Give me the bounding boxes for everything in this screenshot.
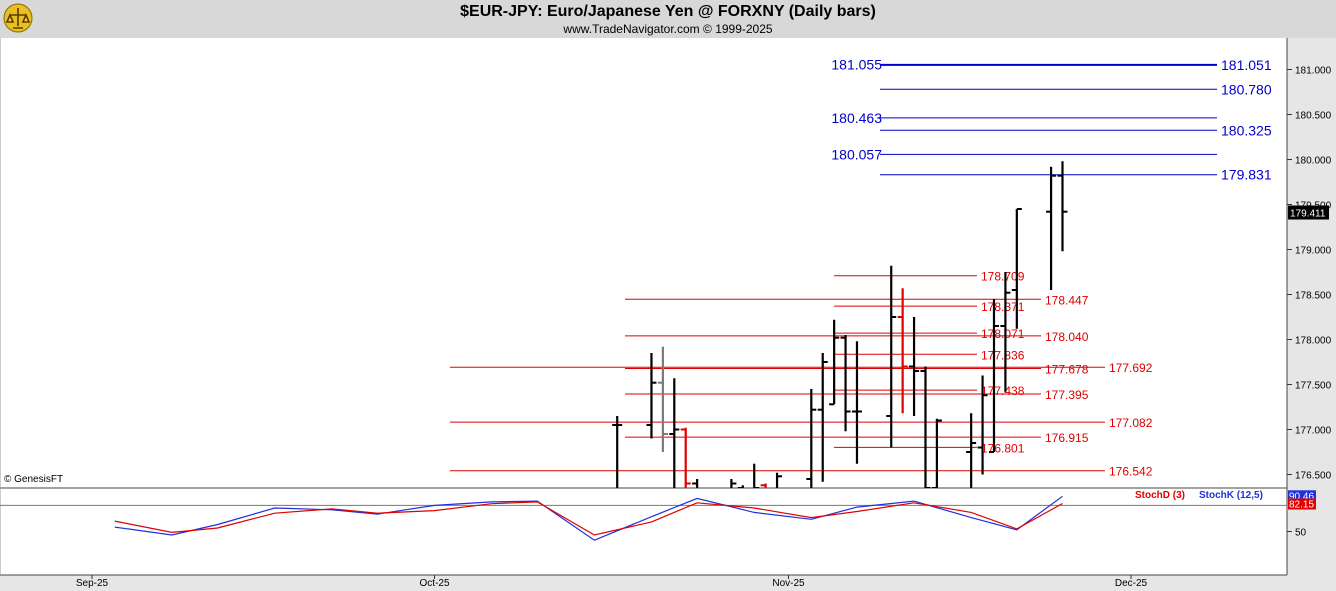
support-label: 176.915 <box>1045 431 1089 445</box>
date-tick-label: Nov-25 <box>772 578 805 589</box>
price-tick-label: 176.500 <box>1295 471 1332 482</box>
resistance-label: 180.057 <box>831 146 882 162</box>
support-label: 178.071 <box>981 327 1025 341</box>
price-tick-label: 178.500 <box>1295 291 1332 302</box>
stoch-d-line <box>114 501 1063 536</box>
stoch-k-value: 90.46 <box>1289 491 1314 502</box>
resistance-label: 180.325 <box>1221 122 1272 138</box>
last-price-label: 179.411 <box>1290 209 1326 220</box>
stoch-d-value: 82.15 <box>1289 500 1314 511</box>
support-label: 178.040 <box>1045 330 1089 344</box>
support-label: 177.395 <box>1045 388 1089 402</box>
support-label: 177.082 <box>1109 416 1153 430</box>
stoch-tick-label: 50 <box>1295 528 1307 539</box>
price-tick-label: 178.000 <box>1295 336 1332 347</box>
chart-subtitle: www.TradeNavigator.com © 1999-2025 <box>563 22 773 36</box>
price-tick-label: 177.500 <box>1295 381 1332 392</box>
resistance-label: 180.780 <box>1221 81 1272 97</box>
stoch-d-legend: StochD (3) <box>1135 490 1185 501</box>
title-bar <box>0 0 1336 38</box>
trade-navigator-logo-icon <box>3 3 33 33</box>
price-tick-label: 181.000 <box>1295 66 1332 77</box>
support-label: 178.447 <box>1045 293 1089 307</box>
stoch-k-line <box>114 495 1063 541</box>
ohlc-bars <box>612 161 1068 488</box>
date-tick-label: Oct-25 <box>420 578 450 589</box>
support-label: 177.836 <box>981 348 1025 362</box>
support-label: 177.438 <box>981 384 1025 398</box>
resistance-label: 179.831 <box>1221 167 1272 183</box>
copyright-label: © GenesisFT <box>4 474 64 485</box>
support-label: 176.542 <box>1109 465 1153 479</box>
resistance-label: 180.463 <box>831 110 882 126</box>
stoch-d-badge <box>1288 498 1316 510</box>
support-label: 177.692 <box>1109 361 1153 375</box>
support-label: 177.678 <box>1045 362 1089 376</box>
price-tick-label: 179.000 <box>1295 246 1332 257</box>
date-tick-label: Dec-25 <box>1115 578 1148 589</box>
price-tick-label: 180.500 <box>1295 111 1332 122</box>
resistance-label: 181.051 <box>1221 57 1272 73</box>
stoch-k-badge <box>1288 490 1316 502</box>
last-price-badge <box>1288 205 1329 220</box>
support-label: 176.801 <box>981 441 1025 455</box>
price-tick-label: 177.000 <box>1295 426 1332 437</box>
resistance-label: 181.055 <box>831 57 882 73</box>
date-tick-label: Sep-25 <box>76 578 109 589</box>
chart-title: $EUR-JPY: Euro/Japanese Yen @ FORXNY (Da… <box>460 3 876 20</box>
date-axis-panel <box>0 575 1287 591</box>
support-label: 178.371 <box>981 300 1025 314</box>
price-tick-label: 180.000 <box>1295 156 1332 167</box>
stoch-k-legend: StochK (12,5) <box>1199 490 1263 501</box>
support-label: 178.709 <box>981 270 1025 284</box>
